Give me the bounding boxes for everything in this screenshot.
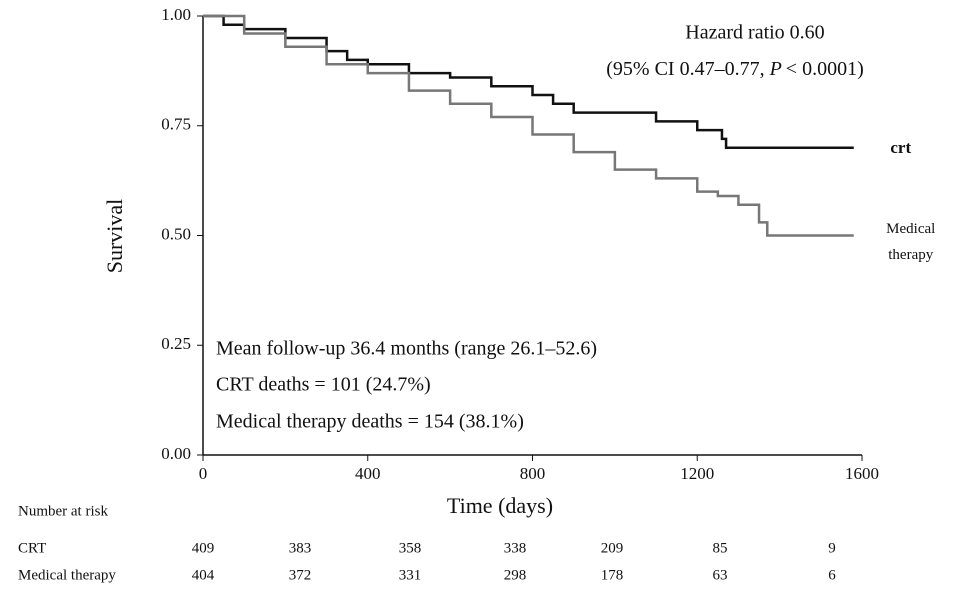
x-tick-label: 0 <box>199 464 208 483</box>
x-axis-label: Time (days) <box>447 493 553 518</box>
y-tick-label: 0.00 <box>161 444 191 463</box>
risk-value: 338 <box>504 540 527 556</box>
risk-value: 383 <box>289 540 312 556</box>
risk-value: 178 <box>601 567 624 583</box>
risk-value: 85 <box>713 540 728 556</box>
risk-value: 9 <box>828 540 836 556</box>
annotation: P <box>769 58 782 80</box>
risk-value: 6 <box>828 567 836 583</box>
risk-value: 63 <box>713 567 728 583</box>
x-tick-label: 800 <box>520 464 546 483</box>
risk-value: 409 <box>192 540 215 556</box>
risk-value: 331 <box>399 567 422 583</box>
annotation: (95% CI 0.47–0.77, <box>606 58 769 80</box>
x-tick-label: 1200 <box>680 464 714 483</box>
annotation: Hazard ratio 0.60 <box>685 22 824 44</box>
annotation: < 0.0001) <box>786 58 864 80</box>
risk-value: 404 <box>192 567 215 583</box>
y-tick-label: 0.75 <box>161 115 191 134</box>
y-tick-label: 0.50 <box>161 224 191 243</box>
risk-value: 298 <box>504 567 527 583</box>
risk-value: 372 <box>289 567 312 583</box>
y-axis-label: Survival <box>102 199 127 274</box>
legend-label: Medical therapy <box>886 220 936 263</box>
note: CRT deaths = 101 (24.7%) <box>216 374 431 396</box>
risk-value: 209 <box>601 540 624 556</box>
note: Medical therapy deaths = 154 (38.1%) <box>216 411 524 433</box>
x-tick-label: 1600 <box>845 464 879 483</box>
risk-title: Number at risk <box>18 503 108 519</box>
legend-label: crt <box>890 137 912 157</box>
y-tick-label: 0.25 <box>161 334 191 353</box>
note: Mean follow-up 36.4 months (range 26.1–5… <box>216 338 597 360</box>
x-tick-label: 400 <box>355 464 381 483</box>
risk-row-label: Medical therapy <box>18 567 116 583</box>
risk-value: 358 <box>399 540 422 556</box>
survival-curve <box>203 14 854 237</box>
annotation: (95% CI 0.47–0.77, P < 0.0001) <box>606 58 864 80</box>
risk-row-label: CRT <box>18 540 46 556</box>
y-tick-label: 1.00 <box>161 5 191 24</box>
